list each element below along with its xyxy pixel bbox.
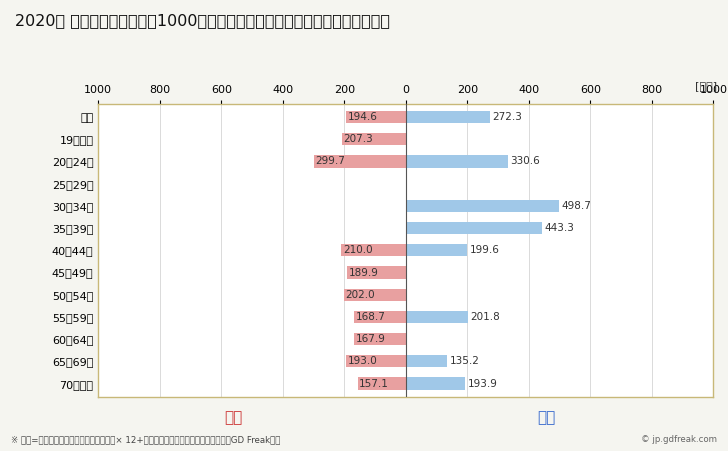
Text: 193.0: 193.0 bbox=[348, 356, 378, 366]
Text: 194.6: 194.6 bbox=[347, 112, 377, 122]
Bar bbox=[406, 244, 467, 257]
Text: 2020年 民間企業（従業者数1000人以上）フルタイム労働者の男女別平均年収: 2020年 民間企業（従業者数1000人以上）フルタイム労働者の男女別平均年収 bbox=[15, 14, 389, 28]
Text: 193.9: 193.9 bbox=[468, 378, 498, 389]
Text: [万円]: [万円] bbox=[695, 81, 717, 91]
Text: 168.7: 168.7 bbox=[355, 312, 385, 322]
Text: 299.7: 299.7 bbox=[315, 156, 345, 166]
Text: 330.6: 330.6 bbox=[510, 156, 539, 166]
Bar bbox=[347, 355, 406, 368]
Text: 男性: 男性 bbox=[537, 410, 555, 425]
Text: 202.0: 202.0 bbox=[345, 290, 375, 300]
Bar bbox=[314, 155, 406, 168]
Text: 189.9: 189.9 bbox=[349, 267, 379, 277]
Text: © jp.gdfreak.com: © jp.gdfreak.com bbox=[641, 435, 717, 444]
Text: 498.7: 498.7 bbox=[562, 201, 592, 211]
Bar bbox=[342, 133, 406, 145]
Bar bbox=[406, 200, 559, 212]
Text: 157.1: 157.1 bbox=[359, 378, 389, 389]
Bar bbox=[406, 377, 465, 390]
Text: 女性: 女性 bbox=[223, 410, 242, 425]
Text: 210.0: 210.0 bbox=[343, 245, 373, 255]
Text: 167.9: 167.9 bbox=[356, 334, 386, 344]
Text: 201.8: 201.8 bbox=[470, 312, 500, 322]
Text: 135.2: 135.2 bbox=[450, 356, 480, 366]
Text: 207.3: 207.3 bbox=[344, 134, 373, 144]
Bar bbox=[406, 155, 507, 168]
Bar bbox=[406, 222, 542, 234]
Bar bbox=[344, 289, 406, 301]
Bar bbox=[406, 355, 448, 368]
Text: 272.3: 272.3 bbox=[492, 112, 522, 122]
Text: ※ 年収=「きまって支給する現金給与額」× 12+「年間賞与その他特別給与額」としてGD Freak推計: ※ 年収=「きまって支給する現金給与額」× 12+「年間賞与その他特別給与額」と… bbox=[11, 435, 280, 444]
Text: 443.3: 443.3 bbox=[545, 223, 574, 233]
Bar bbox=[357, 377, 406, 390]
Bar bbox=[406, 311, 468, 323]
Bar bbox=[347, 267, 406, 279]
Bar bbox=[354, 311, 406, 323]
Bar bbox=[406, 111, 490, 123]
Text: 199.6: 199.6 bbox=[470, 245, 499, 255]
Bar bbox=[355, 333, 406, 345]
Bar bbox=[341, 244, 406, 257]
Bar bbox=[346, 111, 406, 123]
